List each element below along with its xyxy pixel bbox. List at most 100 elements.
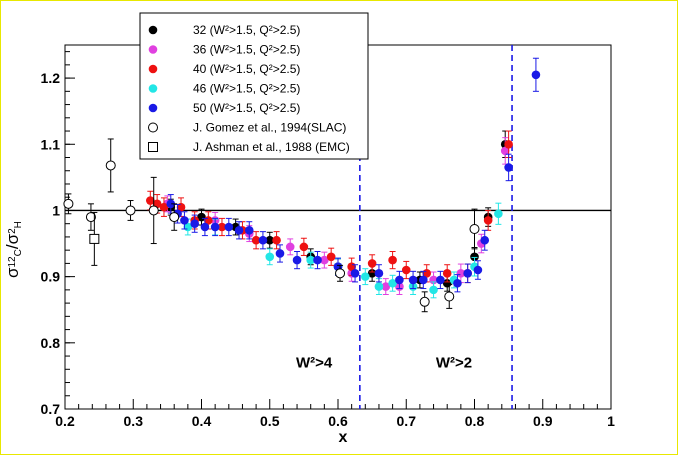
legend-label: 40 (W²>1.5, Q²>2.5) [193,62,300,76]
x-axis-label: x [339,429,348,446]
legend-marker [148,84,158,93]
y-tick-label: 1 [52,202,60,218]
y-label-sigma2: σ [3,233,22,244]
data-point [361,272,370,281]
svg-text:σ12C/σ2H: σ12C/σ2H [3,221,24,278]
data-point-open-circle [63,198,74,209]
data-point [320,255,329,265]
data-point-open-circle [169,212,180,223]
x-tick-label: 1 [607,413,615,429]
x-tick-label: 0.6 [328,413,348,429]
legend-label: 32 (W²>1.5, Q²>2.5) [193,23,300,37]
data-point [292,255,302,265]
x-tick-label: 0.5 [260,413,280,429]
data-point [258,235,268,245]
y-axis-label: σ12C/σ2H [3,221,24,278]
data-point [275,249,285,258]
data-point-open-circle [85,212,96,223]
data-point-open-square [89,233,100,244]
data-point [381,282,391,291]
y-tick-label: 1.2 [41,70,61,86]
data-point-open-circle [125,205,136,216]
y-tick-label: 0.9 [41,269,61,285]
data-point [480,235,490,245]
data-point [251,235,261,245]
data-point [313,255,322,265]
data-point [159,202,169,212]
data-point [265,235,275,245]
data-point [367,259,377,268]
y-label-sigma1: σ [3,267,22,278]
data-point [470,252,479,262]
data-point [299,242,309,252]
y-label-num-sub: C [13,249,24,256]
data-point [306,255,316,265]
data-point [190,219,199,228]
data-point [483,216,493,225]
data-point [463,269,472,278]
legend: 32 (W²>1.5, Q²>2.5) 36 (W²>1.5, Q²>2.5) 40… [148,23,350,154]
data-point [146,196,155,205]
data-point-open-circle [335,268,346,279]
data-point [429,285,438,295]
data-point-open-circle [419,296,430,307]
y-label-den-sup: 2 [7,228,18,234]
data-point [224,222,234,232]
axis-ticks: 0.2 0.3 0.4 0.5 0.6 0.7 0.8 0.9 1 0.7 0.8 0.9 1 1.1 1.… [41,51,615,429]
w2-annotation: W²>4 [296,354,333,371]
data-point [265,252,275,262]
data-points [63,57,541,313]
data-point [494,209,503,219]
data-point [504,163,513,172]
y-label-num-sup: 12 [7,256,18,268]
annotations: W²>4 W²>2 [296,354,472,371]
legend-label: J. Gomez et al., 1994(SLAC) [193,121,346,135]
data-point [388,278,397,288]
legend-label: 50 (W²>1.5, Q²>2.5) [193,101,300,115]
data-point [272,235,281,245]
data-point-open-circle [469,223,480,234]
x-tick-label: 0.4 [192,413,212,429]
data-point-open-circle [444,291,455,302]
data-point [442,269,452,278]
data-point [504,139,513,149]
x-tick-label: 0.7 [397,413,417,429]
x-tick-label: 0.9 [533,413,553,429]
legend-box [139,12,369,160]
y-tick-label: 1.1 [41,136,61,152]
y-label-den-sub: H [13,221,24,228]
legend-label: J. Ashman et al., 1988 (EMC) [193,140,350,154]
data-point [210,222,220,232]
data-point [244,226,254,235]
legend-marker [148,122,158,133]
data-point [350,269,360,278]
legend-marker [148,142,158,152]
legend-marker [148,103,158,113]
y-tick-label: 0.8 [41,335,61,351]
data-point [436,275,445,285]
data-point [401,265,411,275]
y-label-slash: / [3,244,22,249]
data-point [408,275,418,285]
legend-label: 36 (W²>1.5, Q²>2.5) [193,43,300,57]
data-point [374,282,384,291]
legend-marker [148,45,158,54]
data-point [200,222,210,232]
data-point [531,70,541,80]
legend-marker [148,25,158,35]
data-point [419,275,428,285]
data-point-open-circle [105,160,116,171]
data-point [367,269,377,278]
data-point [166,199,176,209]
x-tick-label: 0.3 [124,413,144,429]
w2-annotation: W²>2 [436,354,472,371]
x-tick-label: 0.8 [465,413,485,429]
data-point [234,226,244,235]
data-point [326,252,336,262]
data-point-open-circle [148,205,159,216]
data-point [197,212,206,222]
legend-label: 46 (W²>1.5, Q²>2.5) [193,82,300,96]
data-point [217,222,227,232]
data-point [285,242,295,252]
